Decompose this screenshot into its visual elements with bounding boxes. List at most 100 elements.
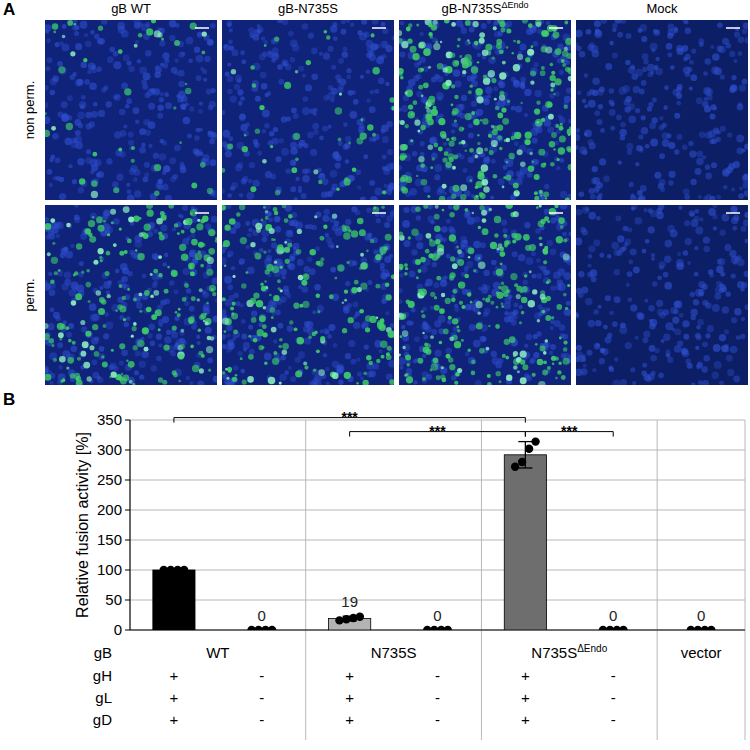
stain bbox=[263, 251, 266, 254]
stain bbox=[86, 269, 90, 273]
stain bbox=[377, 320, 383, 326]
stain bbox=[175, 311, 177, 313]
stain bbox=[272, 266, 279, 273]
nucleus bbox=[228, 136, 233, 141]
nucleus bbox=[330, 267, 336, 273]
stain bbox=[102, 361, 108, 367]
stain bbox=[454, 60, 459, 65]
nucleus bbox=[46, 57, 52, 63]
nucleus bbox=[370, 43, 378, 51]
nucleus bbox=[361, 324, 366, 329]
stain bbox=[433, 143, 438, 148]
nucleus bbox=[345, 219, 351, 225]
stain bbox=[413, 100, 418, 105]
nucleus bbox=[162, 171, 166, 175]
nucleus bbox=[381, 22, 386, 27]
stain bbox=[335, 107, 342, 114]
nucleus bbox=[85, 331, 92, 338]
stain bbox=[197, 298, 200, 301]
stain bbox=[225, 225, 231, 231]
stain bbox=[269, 307, 275, 313]
nucleus bbox=[67, 223, 72, 228]
nucleus bbox=[232, 337, 236, 341]
stain bbox=[154, 30, 161, 37]
nucleus bbox=[297, 143, 302, 148]
nucleus bbox=[359, 123, 364, 128]
nucleus bbox=[90, 212, 97, 219]
nucleus bbox=[373, 363, 379, 369]
stain bbox=[553, 93, 556, 96]
nucleus bbox=[101, 87, 106, 92]
stain bbox=[201, 354, 205, 358]
nucleus bbox=[532, 138, 538, 144]
nucleus bbox=[564, 96, 571, 103]
nucleus bbox=[338, 58, 344, 64]
nucleus bbox=[45, 24, 51, 32]
stain bbox=[373, 206, 376, 209]
nucleus bbox=[53, 312, 60, 319]
nucleus bbox=[262, 52, 268, 58]
stain bbox=[312, 332, 316, 336]
nucleus bbox=[227, 333, 231, 337]
stain bbox=[200, 264, 204, 268]
stain bbox=[418, 156, 424, 162]
stain bbox=[156, 218, 163, 225]
nucleus bbox=[134, 370, 139, 375]
stain bbox=[132, 383, 135, 385]
stain bbox=[567, 148, 571, 153]
stain bbox=[202, 243, 206, 247]
nucleus bbox=[75, 136, 82, 143]
nucleus bbox=[559, 70, 564, 75]
nucleus bbox=[227, 89, 232, 94]
nucleus bbox=[79, 261, 84, 266]
nucleus bbox=[534, 62, 539, 67]
nucleus bbox=[241, 59, 246, 64]
stain bbox=[51, 126, 56, 131]
stain bbox=[229, 218, 236, 225]
nucleus bbox=[165, 195, 172, 200]
stain bbox=[102, 324, 106, 328]
nucleus bbox=[380, 263, 385, 268]
nucleus bbox=[233, 365, 239, 371]
stain bbox=[336, 245, 339, 248]
stain bbox=[196, 223, 203, 230]
nucleus bbox=[317, 382, 321, 385]
stain bbox=[428, 66, 431, 69]
stain bbox=[320, 336, 325, 341]
stain bbox=[421, 94, 424, 97]
stain bbox=[230, 306, 234, 310]
nucleus bbox=[131, 253, 137, 259]
stain bbox=[115, 309, 117, 311]
nucleus bbox=[277, 20, 283, 23]
nucleus bbox=[366, 98, 370, 102]
nucleus bbox=[303, 143, 308, 148]
nucleus bbox=[147, 333, 152, 338]
nucleus bbox=[135, 350, 141, 356]
stain bbox=[476, 96, 483, 103]
nucleus bbox=[346, 303, 351, 308]
nucleus bbox=[80, 21, 88, 29]
stain bbox=[51, 257, 58, 264]
nucleus bbox=[287, 326, 293, 332]
stain bbox=[62, 378, 66, 382]
nucleus bbox=[268, 217, 273, 222]
nucleus bbox=[169, 20, 177, 27]
stain bbox=[70, 51, 75, 56]
stain bbox=[389, 97, 394, 102]
nucleus bbox=[106, 101, 112, 107]
nucleus bbox=[267, 249, 271, 253]
nucleus bbox=[135, 40, 139, 44]
stain bbox=[316, 349, 320, 353]
nucleus bbox=[94, 159, 102, 167]
stain bbox=[240, 357, 243, 360]
stain bbox=[363, 380, 369, 385]
nucleus bbox=[159, 97, 164, 102]
nucleus bbox=[231, 266, 235, 270]
stain bbox=[123, 374, 130, 381]
nucleus bbox=[230, 228, 236, 234]
nucleus bbox=[322, 126, 328, 132]
nucleus bbox=[511, 77, 516, 82]
nucleus bbox=[451, 129, 455, 133]
stain bbox=[380, 341, 387, 348]
nucleus bbox=[290, 57, 296, 63]
